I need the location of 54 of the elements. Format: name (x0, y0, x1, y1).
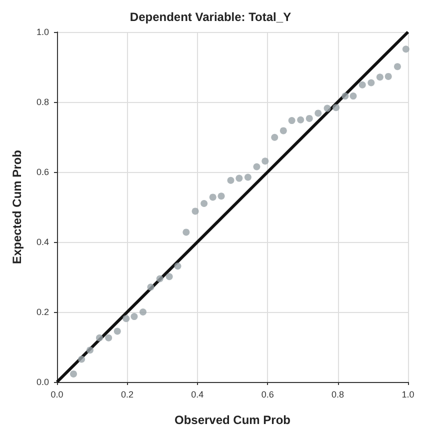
point (324, 104, 331, 112)
point (402, 46, 410, 53)
x-tick-label: 0.8 (332, 390, 344, 400)
point (314, 110, 322, 117)
point (86, 346, 94, 354)
point (368, 79, 375, 86)
x-tick-label: 0.0 (50, 390, 64, 400)
point (358, 81, 366, 88)
point (384, 72, 392, 80)
chart-title: Dependent Variable: Total_Y (130, 10, 292, 24)
point (122, 315, 130, 322)
point (156, 275, 164, 282)
point (96, 334, 103, 342)
y-tick-label: 0.0 (36, 377, 49, 387)
point (350, 92, 357, 100)
point (394, 63, 401, 70)
point (218, 192, 225, 200)
point (147, 284, 154, 291)
x-tick-label: 0.4 (191, 390, 204, 400)
point (209, 194, 216, 201)
point (105, 334, 112, 342)
point (280, 127, 287, 134)
point (114, 328, 121, 335)
y-tick-label: 0.2 (36, 307, 49, 317)
y-tick-label: 1.0 (36, 27, 49, 37)
point (236, 174, 243, 182)
x-tick-label: 0.2 (120, 390, 134, 400)
x-tick-label: 0.6 (261, 390, 274, 400)
point (271, 134, 278, 141)
point (78, 356, 86, 363)
y-axis-title: Expected Cum Prob (10, 150, 24, 264)
point (130, 313, 138, 320)
point (174, 262, 182, 270)
point (192, 208, 199, 215)
point (288, 117, 296, 124)
x-tick-label: 1.0 (402, 390, 414, 400)
point (306, 114, 313, 122)
point (342, 92, 349, 100)
x-axis-title: Observed Cum Prob (174, 413, 291, 427)
y-tick-label: 0.6 (36, 167, 49, 177)
point (182, 228, 190, 236)
point (140, 308, 146, 316)
point (166, 273, 173, 280)
point (70, 370, 77, 378)
point (244, 174, 252, 181)
point (332, 104, 340, 112)
point (227, 176, 234, 184)
point (376, 74, 384, 81)
point (297, 116, 304, 124)
y-tick-label: 0.4 (36, 237, 49, 247)
point (200, 200, 208, 207)
y-tick-label: 0.8 (36, 97, 49, 107)
point (262, 158, 269, 165)
point (253, 163, 260, 170)
